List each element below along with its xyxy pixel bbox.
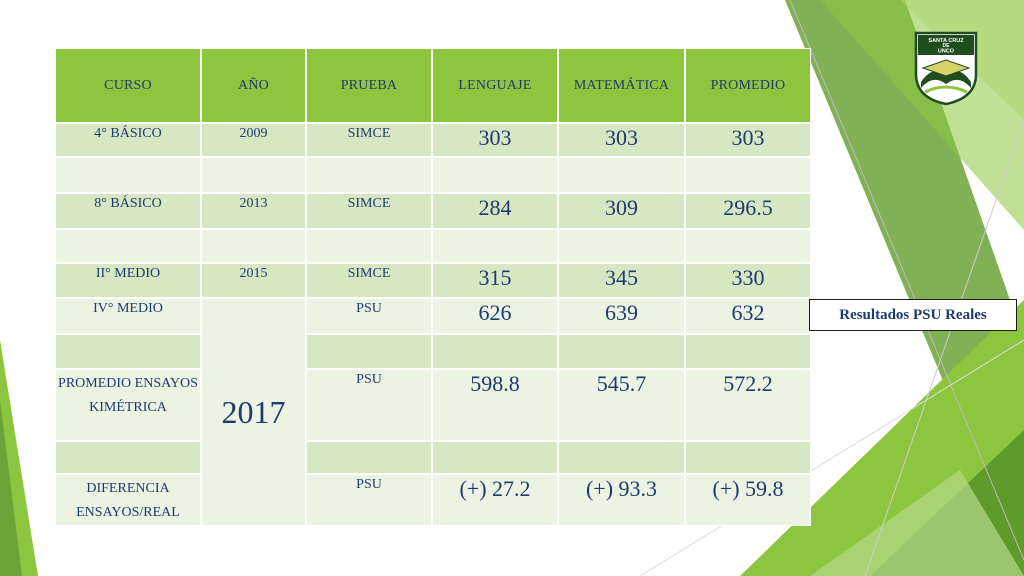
cell-promedio: 303: [685, 123, 811, 157]
spacer-row: [55, 441, 811, 474]
header-curso: CURSO: [55, 48, 201, 123]
header-prueba: PRUEBA: [306, 48, 432, 123]
table-row: II° MEDIO 2015 SIMCE 315 345 330: [55, 263, 811, 298]
table-row: IV° MEDIO 2017 PSU 626 639 632: [55, 298, 811, 526]
cell-curso: DIFERENCIA ENSAYOS/REAL: [55, 474, 201, 526]
logo-line-2: DE: [943, 43, 951, 49]
logo-line-1: SANTA CRUZ: [928, 38, 964, 44]
cell-curso: 8° BÁSICO: [55, 193, 201, 229]
cell-anio-2017: 2017: [201, 298, 306, 526]
cell-prueba: SIMCE: [306, 193, 432, 229]
cell-promedio: 572.2: [685, 369, 811, 441]
logo-line-3: UNCO: [938, 49, 955, 55]
header-anio: AÑO: [201, 48, 306, 123]
cell-anio: 2015: [201, 263, 306, 298]
cell-lenguaje: 315: [432, 263, 558, 298]
cell-lenguaje: 598.8: [432, 369, 558, 441]
cell-matematica: (+) 93.3: [558, 474, 685, 526]
spacer-row: [55, 229, 811, 263]
cell-lenguaje: 626: [432, 298, 558, 334]
cell-promedio: (+) 59.8: [685, 474, 811, 526]
table-header-row: CURSO AÑO PRUEBA LENGUAJE MATEMÁTICA PRO…: [55, 48, 811, 123]
spacer-row: [55, 157, 811, 193]
results-table: CURSO AÑO PRUEBA LENGUAJE MATEMÁTICA PRO…: [55, 48, 811, 526]
table-row: DIFERENCIA ENSAYOS/REAL PSU (+) 27.2 (+)…: [55, 474, 811, 526]
header-matematica: MATEMÁTICA: [558, 48, 685, 123]
cell-prueba: PSU: [306, 369, 432, 441]
table-row: PROMEDIO ENSAYOS KIMÉTRICA PSU 598.8 545…: [55, 369, 811, 441]
cell-prueba: SIMCE: [306, 123, 432, 157]
cell-lenguaje: (+) 27.2: [432, 474, 558, 526]
cell-prueba: PSU: [306, 298, 432, 334]
cell-matematica: 345: [558, 263, 685, 298]
cell-prueba: SIMCE: [306, 263, 432, 298]
cell-lenguaje: 303: [432, 123, 558, 157]
cell-curso: IV° MEDIO: [55, 298, 201, 334]
header-lenguaje: LENGUAJE: [432, 48, 558, 123]
cell-promedio: 330: [685, 263, 811, 298]
spacer-row: [55, 334, 811, 369]
cell-matematica: 309: [558, 193, 685, 229]
cell-anio: 2009: [201, 123, 306, 157]
table-row: 4° BÁSICO 2009 SIMCE 303 303 303: [55, 123, 811, 157]
cell-lenguaje: 284: [432, 193, 558, 229]
cell-matematica: 545.7: [558, 369, 685, 441]
psu-results-label: Resultados PSU Reales: [809, 299, 1017, 331]
cell-curso: 4° BÁSICO: [55, 123, 201, 157]
cell-curso: II° MEDIO: [55, 263, 201, 298]
cell-matematica: 639: [558, 298, 685, 334]
cell-anio: 2013: [201, 193, 306, 229]
cell-matematica: 303: [558, 123, 685, 157]
cell-promedio: 296.5: [685, 193, 811, 229]
school-crest-logo: SANTA CRUZ DE UNCO: [914, 31, 978, 106]
table-row: 8° BÁSICO 2013 SIMCE 284 309 296.5: [55, 193, 811, 229]
cell-curso: PROMEDIO ENSAYOS KIMÉTRICA: [55, 369, 201, 441]
cell-promedio: 632: [685, 298, 811, 334]
cell-prueba: PSU: [306, 474, 432, 526]
header-promedio: PROMEDIO: [685, 48, 811, 123]
